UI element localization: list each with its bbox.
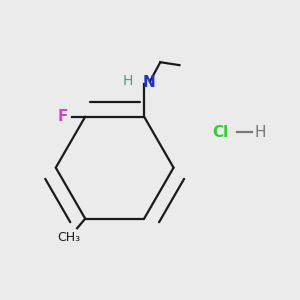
Text: H: H bbox=[255, 125, 266, 140]
Text: H: H bbox=[123, 74, 133, 88]
Text: F: F bbox=[58, 109, 68, 124]
Text: N: N bbox=[142, 75, 155, 90]
Text: Cl: Cl bbox=[212, 125, 229, 140]
Text: CH₃: CH₃ bbox=[58, 231, 81, 244]
